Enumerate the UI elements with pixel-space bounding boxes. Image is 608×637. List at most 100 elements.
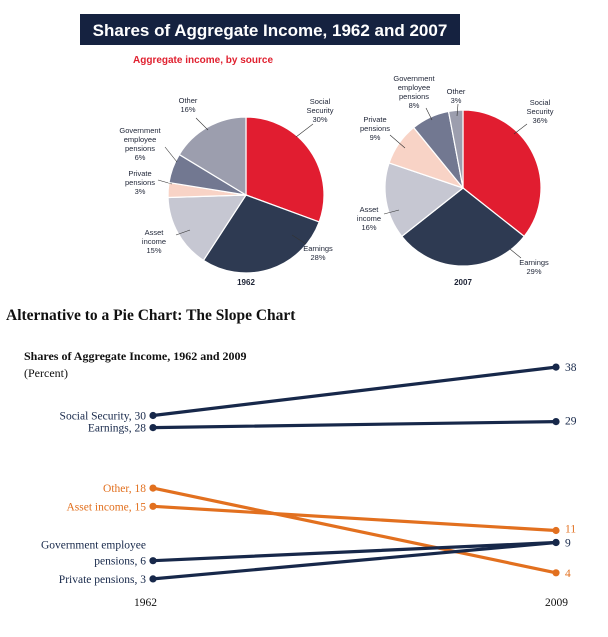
slope-left-label-social-security: Social Security, 30 [60,411,147,423]
slope-left-label-line: pensions, 6 [94,556,146,568]
pie-label-line: income [142,237,166,246]
slope-left-label-line: Earnings, 28 [88,423,146,435]
pie-label-line: 15% [146,246,161,255]
pie-label-line: Social [310,97,331,106]
pie-label-line: Asset [145,228,165,237]
slope-right-label-other: 4 [565,568,571,580]
pie-charts: Social Security 30%Earnings 28%Asset income 1… [119,74,553,287]
pie-label-line: employee [124,135,157,144]
slope-point-start-government-employee-pensions [149,557,157,565]
slope-left-label-asset-income: Asset income, 15 [66,501,146,513]
pie-label-line: Asset [360,205,380,214]
slope-left-label-government-employee-pensions: Government employee pensions, 6 [41,540,146,568]
slope-point-start-earnings [149,424,157,432]
slope-x-label-left: 1962 [134,597,157,609]
pie-label-social-security-2007: Social Security 36% [526,98,553,125]
pie-slice-other-2007 [447,109,464,189]
pie-label-line: Social [530,98,551,107]
pie-label-line: 3% [451,96,462,105]
pie-label-private-pensions-2007: Private pensions 9% [360,115,390,142]
pie-label-line: Private [128,169,151,178]
pie-label-line: 16% [180,105,195,114]
pie-slice-asset-income-1962 [167,194,248,262]
pie-label-government-employee-pensions-2007: Government employee pensions 8% [393,74,435,110]
slope-left-label-private-pensions: Private pensions, 3 [59,574,146,586]
pie-label-line: Security [306,106,333,115]
pie-leader-line [291,234,307,245]
slope-point-start-private-pensions [149,575,157,583]
pie-label-line: 16% [361,223,376,232]
pie-label-line: income [357,214,381,223]
slope-point-start-social-security [149,411,157,420]
pie-label-line: 28% [310,253,325,262]
pie-label-asset-income-1962: Asset income 15% [142,228,166,255]
slope-series-asset-income: Asset income, 15 11 [66,501,576,535]
pie-leader-line [195,117,209,131]
pie-label-other-1962: Other 16% [179,96,198,114]
slope-point-end-asset-income [552,526,560,535]
pie-label-line: pensions [125,144,155,153]
slope-right-label-government-employee-pensions: 9 [565,538,571,550]
pie-label-earnings-1962: Earnings 28% [303,244,333,262]
pie-1962: Social Security 30%Earnings 28%Asset income 1… [119,96,333,287]
slope-line-government-employee-pensions [151,540,558,563]
slope-left-label-earnings: Earnings, 28 [88,423,146,435]
pie-label-line: Private [363,115,386,124]
pie-year-label: 1962 [237,278,255,287]
pie-label-other-2007: Other 3% [447,87,466,105]
pie-slice-social-security-2007 [462,109,542,238]
pie-label-line: Government [119,126,161,135]
pie-leader-line [456,103,459,117]
slope-left-label-line: Asset income, 15 [66,501,146,513]
pie-label-asset-income-2007: Asset income 16% [357,205,381,232]
pie-leader-line [295,123,314,138]
slope-point-end-social-security [552,363,560,371]
pie-label-social-security-1962: Social Security 30% [306,97,333,124]
pie-label-line: Earnings [519,258,549,267]
pie-label-line: Earnings [303,244,333,253]
pie-title-box [80,14,460,45]
pie-label-line: Other [179,96,198,105]
slope-series-social-security: Social Security, 30 38 [60,362,577,422]
pie-slice-asset-income-2007 [384,162,465,238]
pie-leader-line [513,123,528,135]
slope-chart-title: Shares of Aggregate Income, 1962 and 200… [24,349,247,363]
pie-chart-subtitle: Aggregate income, by source [133,55,273,66]
pie-label-line: Government [393,74,435,83]
pie-label-line: 6% [135,153,146,162]
slope-point-start-asset-income [149,502,157,510]
slope-chart: Social Security, 30 38 Earnings, 28 29 Other… [41,362,577,586]
pie-label-line: 8% [409,101,420,110]
pie-leader-line [383,209,400,215]
pie-leader-line [157,179,173,185]
pie-label-line: pensions [125,178,155,187]
pie-chart-title: Shares of Aggregate Income, 1962 and 200… [93,21,448,40]
pie-leader-line [389,134,406,149]
pie-label-line: Other [447,87,466,96]
slope-line-other [151,486,558,575]
slope-line-earnings [151,420,558,430]
slope-line-social-security [151,365,558,418]
slope-point-end-earnings [552,418,560,426]
slope-left-label-line: Government employee [41,540,146,552]
slope-left-label-other: Other, 18 [103,483,146,495]
pie-label-line: 9% [370,133,381,142]
pie-slice-earnings-2007 [400,187,526,267]
pie-label-earnings-2007: Earnings 29% [519,258,549,276]
pie-leader-line [164,146,178,163]
pie-leader-line [175,229,191,236]
slope-right-label-earnings: 29 [565,416,577,428]
pie-label-line: 3% [135,187,146,196]
slope-chart-subtitle: (Percent) [24,366,68,380]
slope-right-label-asset-income: 11 [565,524,576,536]
slope-line-asset-income [151,504,558,533]
pie-year-label: 2007 [454,278,472,287]
slope-series-private-pensions: Private pensions, 3 [59,538,560,586]
slope-section-title: Alternative to a Pie Chart: The Slope Ch… [6,307,296,324]
pie-label-line: pensions [399,92,429,101]
slope-x-label-right: 2009 [545,597,568,609]
slope-point-start-other [149,484,157,492]
pie-label-line: 30% [312,115,327,124]
pie-label-line: pensions [360,124,390,133]
pie-slice-earnings-1962 [202,194,320,274]
